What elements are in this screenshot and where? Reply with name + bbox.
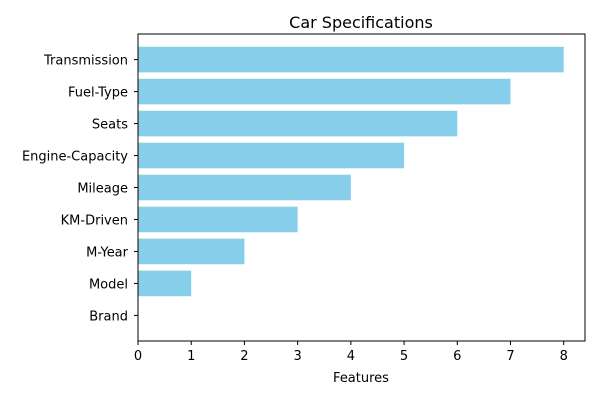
x-axis-label: Features <box>333 371 389 386</box>
x-tick-label: 2 <box>240 349 248 364</box>
y-tick-label: Mileage <box>77 182 128 197</box>
x-tick-label: 0 <box>134 349 142 364</box>
bars-group <box>138 46 564 297</box>
bar-km-driven <box>138 206 298 233</box>
x-tick-label: 3 <box>294 349 302 364</box>
bar-mileage <box>138 174 351 201</box>
x-axis-ticks: 0 1 2 3 4 5 6 7 8 <box>134 341 568 364</box>
plot-frame <box>137 33 586 342</box>
bar-m-year <box>138 238 245 265</box>
y-tick-label: Transmission <box>43 54 128 69</box>
x-tick-label: 4 <box>347 349 355 364</box>
bar-engine-capacity <box>138 142 405 169</box>
bar-fuel-type <box>138 78 511 105</box>
bar-model <box>138 270 192 297</box>
y-tick-label: Brand <box>89 309 128 324</box>
x-tick-label: 8 <box>560 349 568 364</box>
y-tick-label: Model <box>89 277 128 292</box>
x-tick-label: 1 <box>187 349 195 364</box>
y-tick-label: M-Year <box>86 245 129 260</box>
y-tick-label: Engine-Capacity <box>22 150 128 165</box>
y-tick-label: Seats <box>92 118 128 133</box>
x-tick-label: 7 <box>506 349 514 364</box>
bar-transmission <box>138 46 564 73</box>
y-tick-label: KM-Driven <box>61 213 128 228</box>
y-tick-label: Fuel-Type <box>68 86 128 101</box>
chart-title: Car Specifications <box>289 13 433 32</box>
y-axis-ticks: Brand Model M-Year KM-Driven Mileage Engine-C… <box>22 54 138 324</box>
x-tick-label: 5 <box>400 349 408 364</box>
x-tick-label: 6 <box>453 349 461 364</box>
bar-seats <box>138 110 458 137</box>
